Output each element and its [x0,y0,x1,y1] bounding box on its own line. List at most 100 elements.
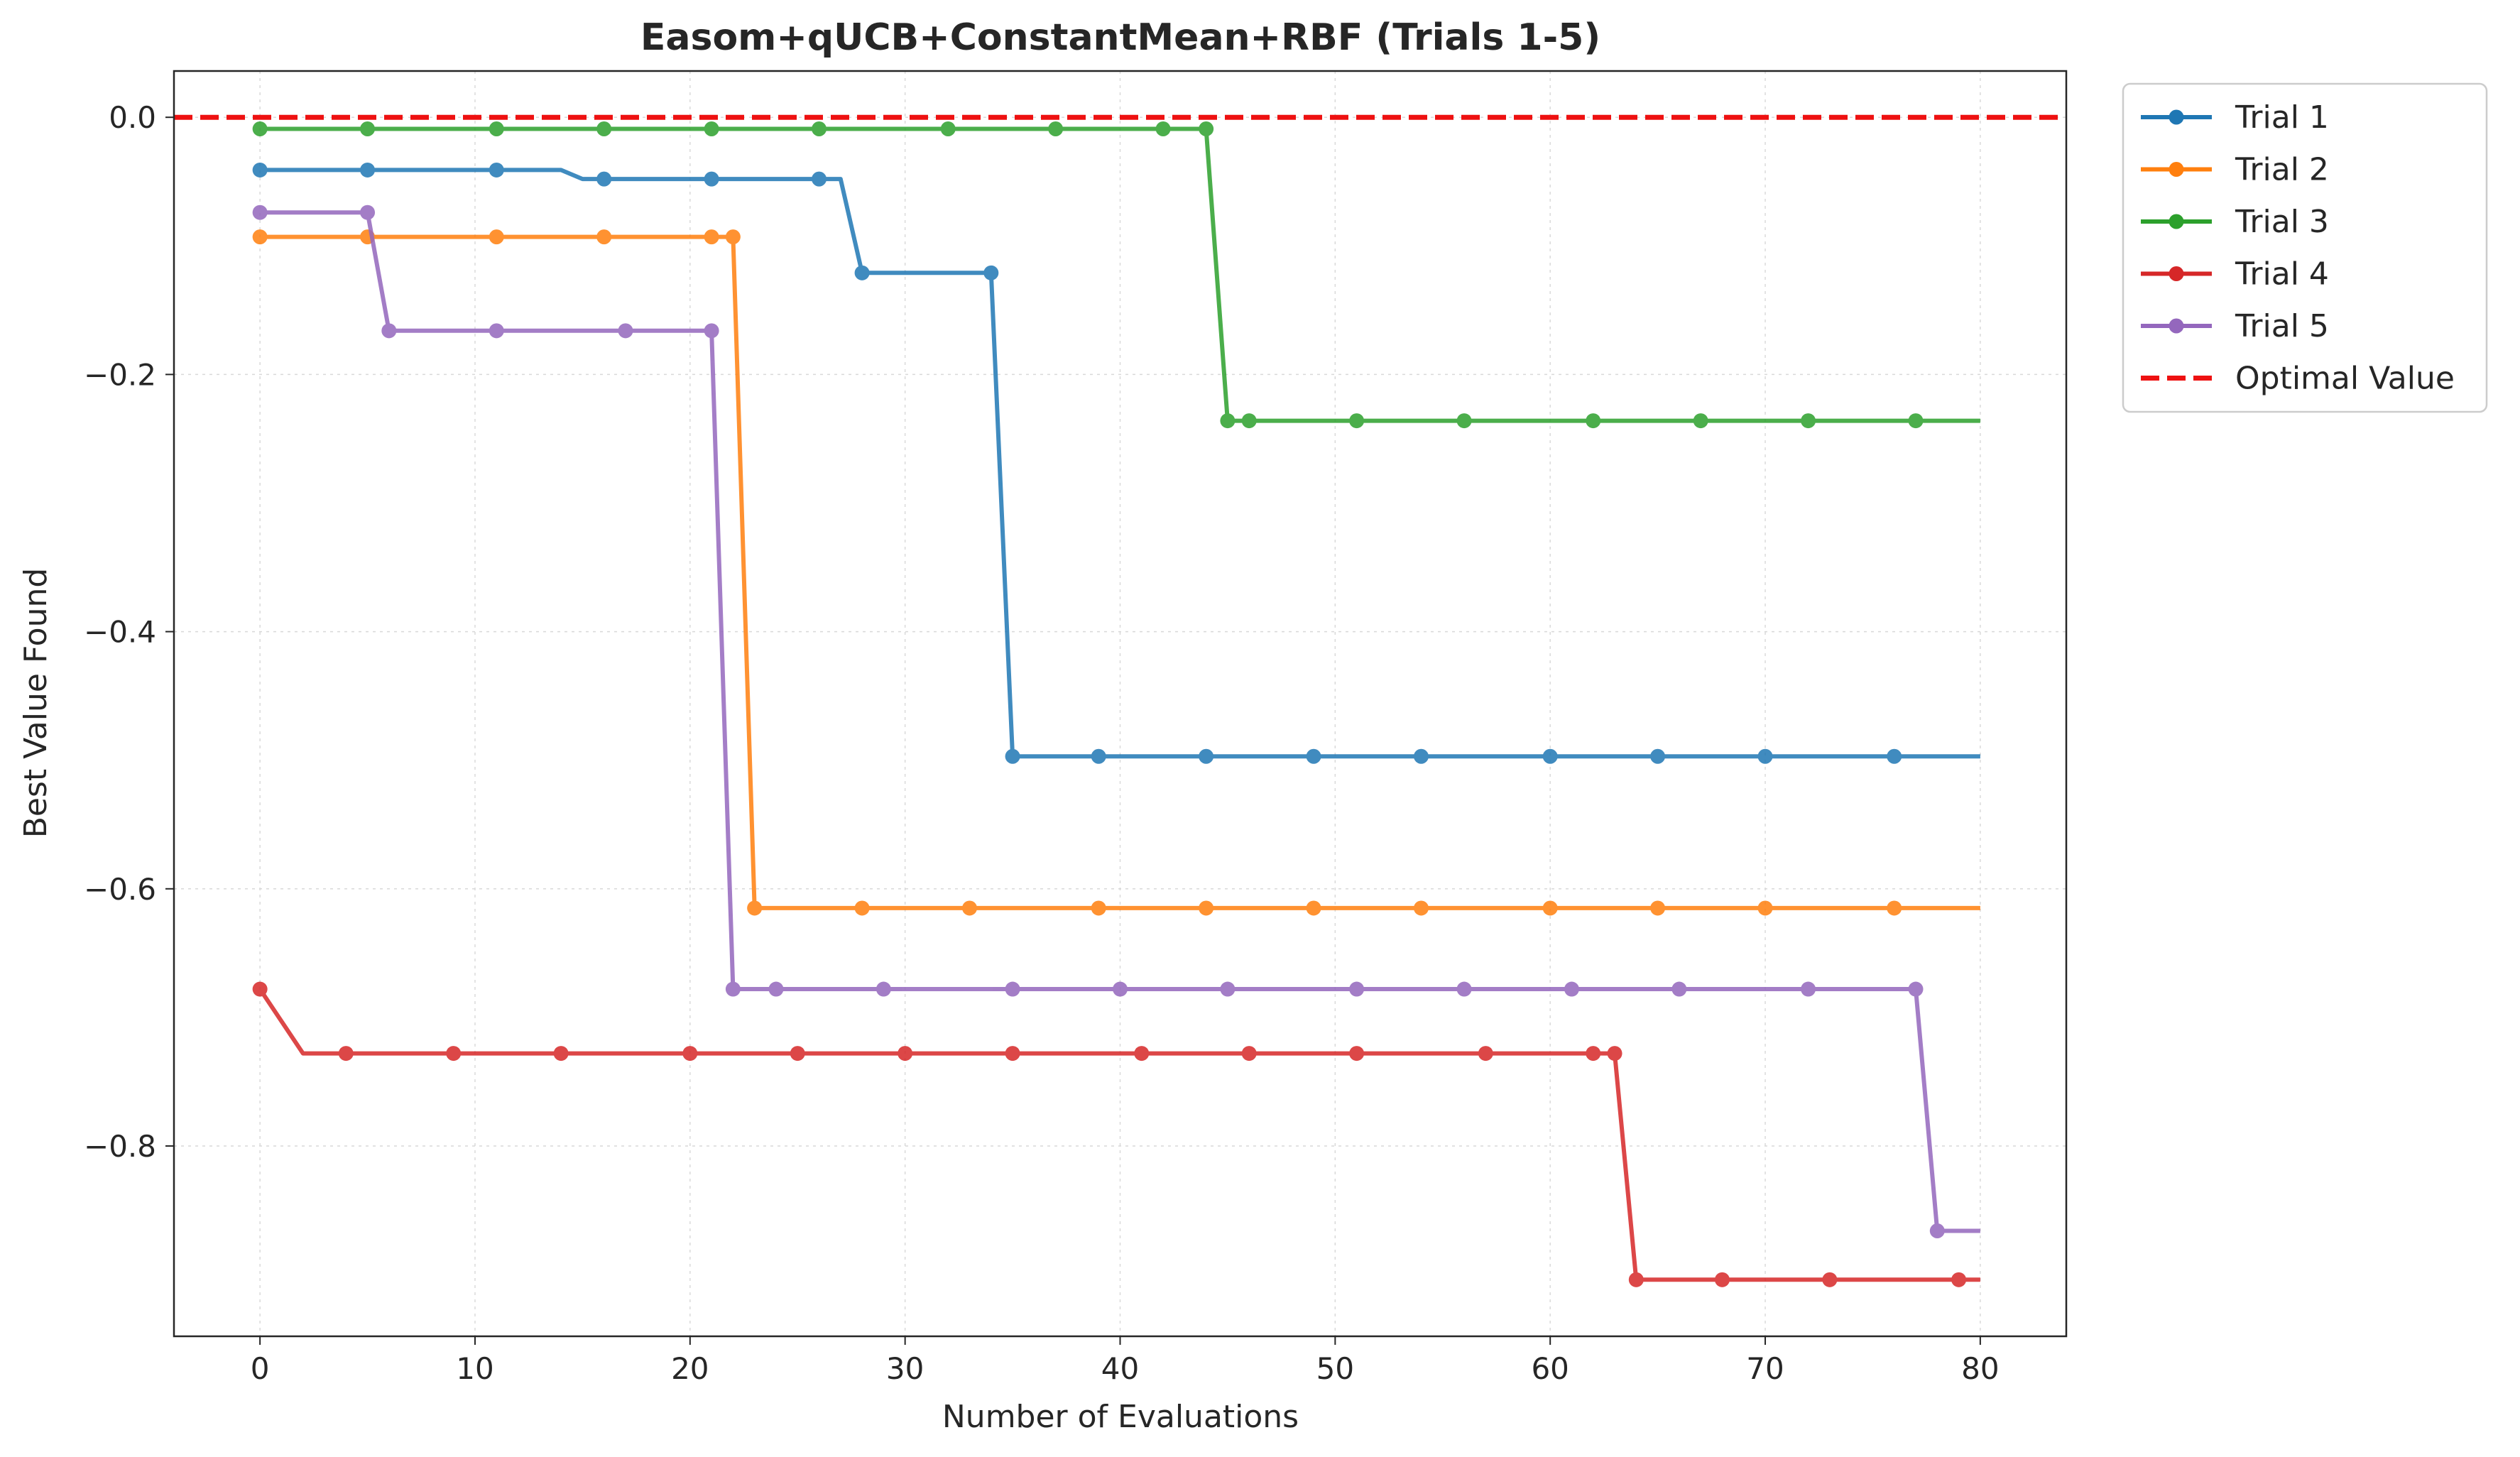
data-point [812,121,827,136]
data-point [768,981,784,997]
x-tick-label: 10 [456,1351,493,1386]
legend-item: Trial 1 [2141,99,2329,136]
data-point [704,121,719,136]
legend-label: Trial 5 [2235,308,2329,344]
y-tick-label: 0.0 [109,100,156,135]
data-point [1908,413,1924,429]
data-point [1478,1046,1493,1062]
legend-marker [2169,318,2184,334]
data-point [1306,900,1321,916]
data-point [489,121,504,136]
data-point [1801,413,1816,429]
y-axis-label: Best Value Found [18,568,54,839]
legend-marker [2169,162,2184,177]
data-point [1929,1223,1945,1238]
x-axis-label: Number of Evaluations [942,1399,1299,1435]
data-point [553,1046,569,1062]
data-point [790,1046,805,1062]
data-point [1241,1046,1257,1062]
data-point [252,162,268,178]
data-point [1564,981,1579,997]
series-line [260,126,1980,423]
data-point [1822,1272,1838,1287]
x-tick-label: 50 [1316,1351,1354,1386]
data-point [1456,413,1472,429]
data-point [1650,900,1666,916]
data-point [1134,1046,1150,1062]
data-point [940,121,956,136]
data-point [898,1046,913,1062]
data-point [1048,121,1064,136]
data-point [1801,981,1816,997]
series-trial-5 [252,204,1980,1238]
data-point [1951,1272,1967,1287]
legend-label: Trial 4 [2235,256,2329,293]
series-trial-1 [252,162,1980,764]
data-point [1887,748,1902,764]
legend-label: Trial 1 [2235,99,2329,136]
data-point [1542,748,1558,764]
data-point [1199,748,1214,764]
data-point [596,171,612,187]
data-point [1413,900,1429,916]
data-point [1671,981,1687,997]
series-trial-3 [252,121,1980,429]
data-point [1306,748,1321,764]
data-point [1113,981,1128,997]
data-point [704,323,719,339]
legend-label: Optimal Value [2235,361,2455,397]
data-point [618,323,633,339]
legend-marker [2169,109,2184,125]
data-point [1542,900,1558,916]
data-point [725,981,741,997]
legend-label: Trial 2 [2235,152,2329,188]
data-point [1005,748,1020,764]
legend-item: Trial 3 [2141,204,2329,240]
x-tick-label: 40 [1101,1351,1139,1386]
data-point [1586,413,1601,429]
legend-item: Trial 5 [2141,308,2329,344]
series-trial-2 [252,229,1980,916]
data-point [1005,1046,1020,1062]
data-point [962,900,978,916]
y-tick-label: −0.8 [84,1129,156,1164]
data-point [381,323,397,339]
data-point [854,900,870,916]
legend-item: Optimal Value [2141,361,2455,397]
data-point [1908,981,1924,997]
data-point [1349,413,1365,429]
data-point [596,121,612,136]
data-point [1155,121,1171,136]
data-point [252,204,268,220]
legend-frame [2122,82,2488,413]
legend-label: Trial 3 [2235,204,2329,240]
data-point [338,1046,354,1062]
x-tick-label: 20 [671,1351,709,1386]
data-point [1628,1272,1644,1287]
data-point [489,229,504,245]
data-point [1349,1046,1365,1062]
data-point [725,229,741,245]
data-point [1349,981,1365,997]
data-point [682,1046,698,1062]
data-point [704,171,719,187]
data-point [1091,748,1106,764]
y-tick-label: −0.4 [84,615,156,650]
data-point [1220,413,1236,429]
y-axis-ticks: 0.0 −0.2 −0.4 −0.6 −0.8 [84,100,174,1164]
data-point [1005,981,1020,997]
series-layer [252,121,1980,1287]
data-point [1887,900,1902,916]
x-tick-label: 80 [1961,1351,1999,1386]
data-point [747,900,763,916]
data-point [1199,121,1214,136]
legend-marker [2169,214,2184,229]
data-point [1413,748,1429,764]
data-point [360,204,376,220]
data-point [704,229,719,245]
data-point [1607,1046,1622,1062]
data-point [1220,981,1236,997]
data-point [1757,900,1773,916]
data-point [360,162,376,178]
